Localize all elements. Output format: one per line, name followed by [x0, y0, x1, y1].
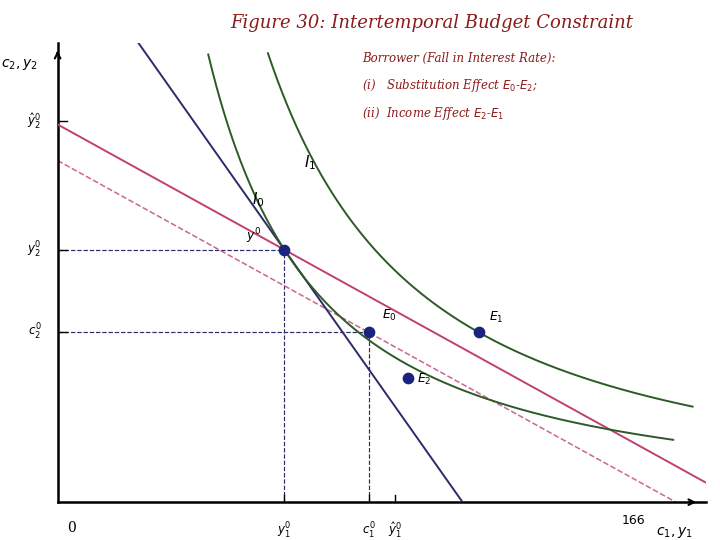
Text: (ii)  Income Effect $E_2$-$E_1$: (ii) Income Effect $E_2$-$E_1$	[362, 105, 504, 122]
Text: $\hat{y}_1^0$: $\hat{y}_1^0$	[387, 521, 402, 540]
Text: 166: 166	[622, 514, 645, 527]
Text: $I_0$: $I_0$	[252, 190, 265, 208]
Text: $E_2$: $E_2$	[418, 372, 432, 387]
Text: $y_1^0$: $y_1^0$	[277, 521, 292, 540]
Text: $c_1, y_1$: $c_1, y_1$	[656, 525, 693, 540]
Text: $c_2^0$: $c_2^0$	[28, 322, 42, 342]
Text: Figure 30: Intertemporal Budget Constraint: Figure 30: Intertemporal Budget Constrai…	[230, 14, 634, 31]
Text: $E_1$: $E_1$	[489, 310, 503, 325]
Text: $I_1$: $I_1$	[304, 153, 316, 172]
Point	[473, 328, 485, 337]
Text: $c_1^0$: $c_1^0$	[362, 521, 375, 540]
Text: $\hat{y}_2^0$: $\hat{y}_2^0$	[27, 111, 42, 131]
Text: (i)   Substitution Effect $E_0$-$E_2$;: (i) Substitution Effect $E_0$-$E_2$;	[362, 77, 538, 94]
Text: Borrower (Fall in Interest Rate):: Borrower (Fall in Interest Rate):	[362, 51, 556, 65]
Point	[402, 374, 413, 382]
Text: $c_2, y_2$: $c_2, y_2$	[1, 57, 38, 72]
Point	[279, 245, 290, 254]
Text: 0: 0	[68, 521, 76, 535]
Point	[363, 328, 374, 337]
Text: $y^0$: $y^0$	[246, 227, 261, 246]
Text: $y_2^0$: $y_2^0$	[27, 240, 42, 260]
Text: $E_0$: $E_0$	[382, 308, 397, 323]
